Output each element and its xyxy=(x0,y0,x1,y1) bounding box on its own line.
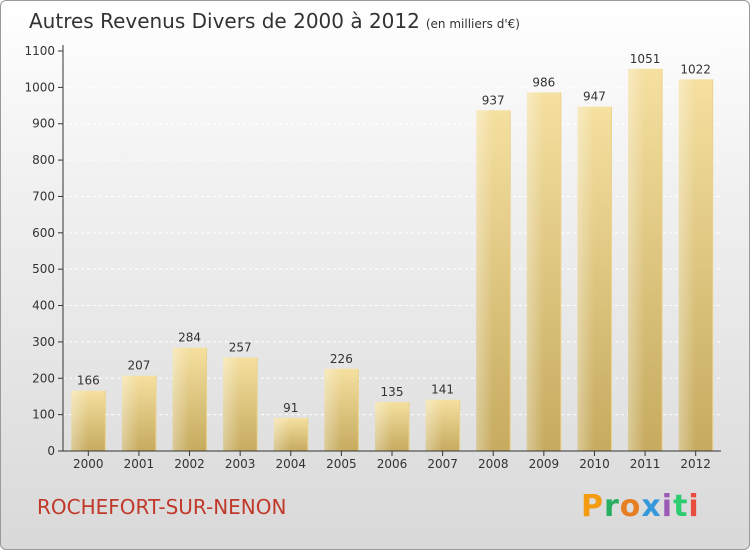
bar-highlight xyxy=(526,92,544,452)
data-label: 135 xyxy=(381,385,404,399)
data-label: 91 xyxy=(283,401,298,415)
grid-lines xyxy=(63,50,721,416)
x-tick-label: 2001 xyxy=(124,457,155,471)
bar-highlight xyxy=(678,79,696,451)
x-tick-label: 2008 xyxy=(478,457,509,471)
data-label: 226 xyxy=(330,352,353,366)
brand-letter: x xyxy=(641,489,662,524)
y-tick-label: 600 xyxy=(32,226,55,240)
data-label: 937 xyxy=(482,93,505,107)
bar-highlight xyxy=(71,390,89,451)
bar-highlight xyxy=(273,417,291,451)
brand-logo: Proxiti xyxy=(581,489,700,524)
chart-subtitle: (en milliers d'€) xyxy=(425,17,520,31)
y-tick-label: 500 xyxy=(32,262,55,276)
y-tick-label: 1000 xyxy=(24,80,55,94)
bar-highlight xyxy=(425,399,443,451)
y-tick-label: 0 xyxy=(47,444,55,458)
x-tick-label: 2009 xyxy=(529,457,560,471)
bar-highlight xyxy=(577,106,595,452)
bar-highlight xyxy=(121,375,139,451)
brand-letter: r xyxy=(604,489,620,524)
data-label: 141 xyxy=(431,383,454,397)
bar-highlight xyxy=(375,401,392,451)
chart-title-text: Autres Revenus Divers de 2000 à 2012 xyxy=(29,9,420,33)
bar-highlight xyxy=(476,110,494,451)
brand-letter: i xyxy=(688,489,700,524)
data-label: 284 xyxy=(178,331,201,345)
brand-letter: o xyxy=(619,489,642,524)
axes: 0 100 200 300 400 500 600 700 800 900 1000 1100 2000… xyxy=(24,44,721,471)
x-tick-label: 2012 xyxy=(680,457,711,471)
brand-letter: P xyxy=(581,489,604,524)
y-tick-label: 400 xyxy=(32,299,55,313)
chart-title: Autres Revenus Divers de 2000 à 2012 (en … xyxy=(29,9,520,33)
y-tick-label: 100 xyxy=(32,408,55,422)
bar-highlight xyxy=(628,68,646,452)
bars: 166 207 284 257 91 226 135 141 937 986 947 1051 1022 xyxy=(71,52,714,452)
y-tick-label: 200 xyxy=(32,371,55,385)
y-tick-label: 1100 xyxy=(24,44,55,58)
brand-letter: t xyxy=(673,489,689,524)
brand-letter: i xyxy=(661,489,674,524)
data-label: 1022 xyxy=(680,62,711,76)
commune-name: ROCHEFORT-SUR-NENON xyxy=(37,495,287,519)
x-tick-label: 2010 xyxy=(579,457,610,471)
data-label: 207 xyxy=(127,359,150,373)
x-tick-label: 2011 xyxy=(630,457,661,471)
x-tick-label: 2000 xyxy=(73,457,104,471)
data-label: 166 xyxy=(77,374,100,388)
x-tick-label: 2007 xyxy=(427,457,458,471)
bar-highlight xyxy=(223,357,241,451)
bar-highlight xyxy=(172,347,190,451)
x-tick-label: 2003 xyxy=(225,457,256,471)
bar-highlight xyxy=(324,368,342,451)
x-tick-label: 2002 xyxy=(174,457,205,471)
data-label: 257 xyxy=(229,341,252,355)
data-label: 1051 xyxy=(630,52,661,66)
data-label: 947 xyxy=(583,90,606,104)
x-tick-label: 2005 xyxy=(326,457,357,471)
data-label: 986 xyxy=(532,75,555,89)
y-tick-label: 300 xyxy=(32,335,55,349)
x-tick-label: 2006 xyxy=(377,457,408,471)
y-tick-label: 900 xyxy=(32,117,55,131)
y-tick-label: 800 xyxy=(32,153,55,167)
x-tick-label: 2004 xyxy=(275,457,306,471)
y-tick-label: 700 xyxy=(32,189,55,203)
